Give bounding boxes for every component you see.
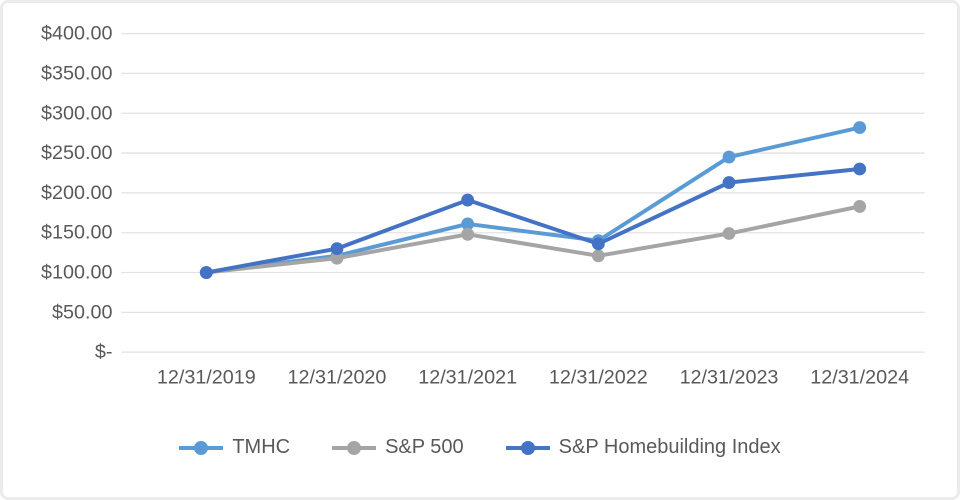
legend-item-sp-homebuilding: S&P Homebuilding Index [505,436,781,459]
series-marker-2 [722,176,736,189]
series-marker-2 [199,266,213,279]
line-marker-icon [332,440,377,455]
y-axis-tick-label: $100.00 [41,262,112,284]
series-marker-1 [722,227,736,240]
y-axis-tick-label: $300.00 [41,102,112,124]
line-marker-icon [179,440,224,455]
y-axis-tick-label: $200.00 [41,182,112,204]
legend-item-sp500: S&P 500 [332,436,464,459]
x-axis-tick-label: 12/31/2020 [288,366,387,388]
series-marker-2 [461,193,475,207]
legend-label-tmhc: TMHC [232,436,291,458]
legend-dot-swatch [347,440,362,455]
y-axis-tick-label: $- [95,341,113,363]
x-axis-tick-label: 12/31/2023 [680,366,779,388]
y-axis-tick-label: $150.00 [41,222,112,244]
x-axis-tick-label: 12/31/2022 [549,366,648,388]
legend-dot-swatch [194,440,209,455]
y-axis-tick-label: $50.00 [52,301,112,323]
series-marker-2 [853,162,867,176]
legend-dot-swatch [520,440,535,455]
series-marker-0 [722,150,736,164]
y-axis-tick-label: $400.00 [41,23,112,45]
x-axis-tick-label: 12/31/2024 [810,366,909,388]
y-axis-tick-label: $250.00 [41,142,112,164]
y-axis-tick-label: $350.00 [41,62,112,84]
series-marker-0 [461,217,475,231]
chart-legend: TMHC S&P 500 S&P Homebuilding Index [3,436,957,459]
series-marker-1 [853,200,867,213]
series-marker-2 [591,237,605,251]
series-line-0 [204,125,862,275]
legend-item-tmhc: TMHC [179,436,290,459]
line-marker-icon [505,440,550,455]
series-marker-0 [853,121,867,135]
series-line-2 [204,167,862,275]
series-line-1 [204,204,862,275]
x-axis-tick-label: 12/31/2021 [418,366,517,388]
legend-label-sp-homebuilding: S&P Homebuilding Index [558,436,781,458]
series-marker-1 [591,249,605,263]
x-axis-tick-label: 12/31/2019 [157,366,256,388]
line-chart-plot-area: $- $50.00 $100.00 $150.00 $200.00 $250.00 $300… [41,23,925,388]
legend-label-sp500: S&P 500 [385,436,464,458]
series-marker-1 [330,251,344,265]
series-marker-1 [461,227,475,241]
series-marker-2 [330,242,344,256]
